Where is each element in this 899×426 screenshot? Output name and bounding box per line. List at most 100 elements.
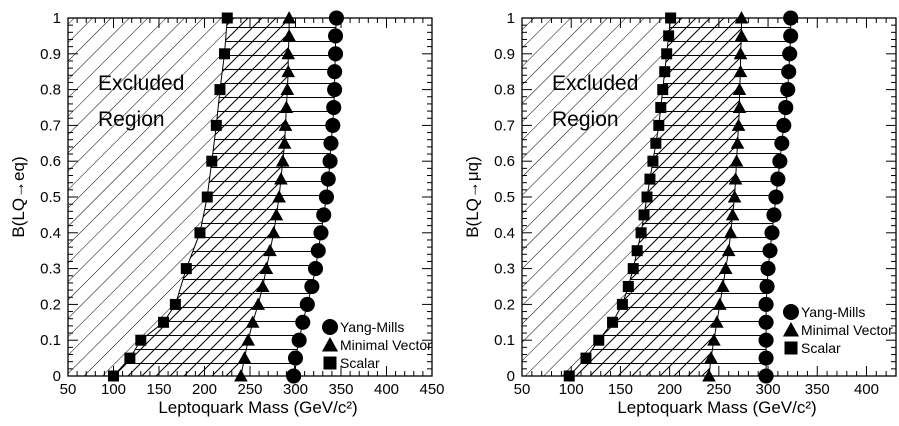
- x-axis-title: Leptoquark Mass (GeV/c²): [617, 398, 816, 417]
- scalar-point: [638, 209, 650, 221]
- yang-mills-point: [295, 314, 311, 330]
- scalar-point: [659, 66, 671, 78]
- minimal-vector-point: [282, 11, 296, 24]
- yang-mills-point: [313, 225, 329, 241]
- minimal-vector-point: [725, 208, 740, 221]
- scalar-legend-marker: [784, 341, 798, 355]
- yang-mills-point: [758, 314, 774, 330]
- minimal-vector-point: [733, 64, 748, 78]
- y-tick-label: 0.7: [40, 117, 61, 134]
- scalar-point: [665, 12, 677, 24]
- x-tick-label: 150: [146, 381, 171, 398]
- minimal-vector-point: [721, 243, 736, 257]
- scalar-legend-marker: [323, 356, 337, 370]
- minimal-vector-point: [707, 333, 721, 346]
- minimal-vector-point: [730, 136, 745, 149]
- yang-mills-point: [327, 64, 343, 80]
- scalar-point: [635, 227, 647, 239]
- yang-mills-point: [762, 243, 778, 259]
- minimal-vector-point: [251, 297, 266, 310]
- minimal-vector-point: [734, 11, 749, 24]
- legend-label: Minimal Vector: [801, 322, 893, 338]
- scalar-point: [169, 298, 181, 310]
- minimal-vector-point: [277, 136, 292, 149]
- yang-mills-point: [291, 332, 307, 348]
- y-tick-label: 0.8: [40, 82, 61, 99]
- x-tick-label: 50: [514, 381, 531, 398]
- yang-mills-point: [304, 278, 320, 295]
- minimal-vector-point: [281, 46, 296, 60]
- x-tick-label: 200: [192, 381, 217, 398]
- y-tick-label: 0.1: [40, 332, 61, 349]
- minimal-vector-point: [266, 225, 281, 239]
- x-tick-label: 200: [657, 381, 682, 398]
- x-tick-label: 350: [328, 381, 353, 398]
- region-label: Region: [98, 108, 165, 131]
- minimal-vector-point: [280, 82, 295, 96]
- scalar-point: [206, 155, 218, 167]
- minimal-vector-legend-marker: [782, 321, 800, 337]
- y-tick-label: 0.9: [494, 46, 515, 63]
- yang-mills-point: [758, 296, 774, 312]
- y-tick-label: 0: [507, 368, 515, 385]
- yang-mills-point: [307, 261, 324, 277]
- minimal-vector-point: [710, 315, 724, 328]
- yang-mills-point: [758, 332, 774, 348]
- yang-mills-legend-marker: [782, 303, 800, 321]
- y-tick-label: 0.2: [494, 296, 515, 313]
- y-tick-label: 0.8: [494, 82, 515, 99]
- y-tick-label: 0.5: [40, 189, 61, 206]
- excluded-label: Excluded: [98, 72, 184, 95]
- yang-mills-point: [322, 153, 338, 169]
- minimal-vector-excluded-region: [113, 18, 290, 376]
- x-tick-label: 400: [374, 381, 399, 398]
- scalar-excluded-region: [68, 18, 228, 376]
- yang-mills-point: [770, 171, 786, 187]
- minimal-vector-point: [704, 351, 718, 364]
- yang-mills-point: [326, 99, 342, 116]
- yang-mills-point: [287, 350, 304, 366]
- y-tick-label: 1: [507, 10, 515, 27]
- left-chart-panel: 50 100 150 200 250 300 350 400 450 0 0.1 0.2 0.3 0.4 0…: [9, 10, 445, 417]
- minimal-vector-point: [275, 154, 290, 167]
- legend-label: Scalar: [340, 355, 380, 371]
- scalar-point: [657, 84, 669, 96]
- yang-mills-point: [325, 117, 341, 133]
- scalar-point: [219, 48, 231, 60]
- minimal-vector-point: [282, 29, 296, 42]
- minimal-vector-point: [281, 64, 296, 78]
- yang-mills-point: [768, 189, 784, 205]
- yang-mills-point: [766, 207, 782, 223]
- minimal-vector-point: [734, 29, 749, 42]
- y-tick-label: 0.4: [494, 225, 515, 242]
- yang-mills-point: [328, 46, 344, 62]
- yang-mills-point: [758, 350, 774, 366]
- y-axis-title: B(LQ→eq): [9, 156, 28, 237]
- yang-mills-point: [778, 99, 794, 116]
- minimal-vector-point: [728, 172, 743, 185]
- yang-mills-point: [783, 10, 799, 26]
- minimal-vector-point: [269, 208, 284, 221]
- yang-mills-point: [327, 82, 343, 98]
- y-tick-label: 1: [53, 10, 61, 27]
- minimal-vector-point: [713, 297, 727, 310]
- minimal-vector-point: [245, 315, 260, 328]
- scalar-point: [194, 227, 206, 239]
- minimal-vector-point: [727, 190, 742, 203]
- x-axis-title: Leptoquark Mass (GeV/c²): [158, 398, 357, 417]
- scalar-point: [661, 48, 673, 60]
- yang-mills-point: [774, 135, 790, 151]
- scalar-point: [158, 316, 170, 328]
- scalar-point: [180, 263, 192, 275]
- yang-mills-point: [780, 82, 796, 98]
- y-tick-label: 0.7: [494, 117, 515, 134]
- yang-mills-point: [758, 368, 774, 384]
- scalar-point: [631, 245, 643, 257]
- scalar-point: [663, 30, 675, 42]
- minimal-vector-point: [241, 333, 255, 346]
- legend-label: Yang-Mills: [801, 304, 865, 320]
- yang-mills-excluded-region: [709, 18, 791, 376]
- scalar-point: [221, 12, 233, 24]
- minimal-vector-point: [255, 279, 270, 292]
- minimal-vector-point: [279, 100, 294, 113]
